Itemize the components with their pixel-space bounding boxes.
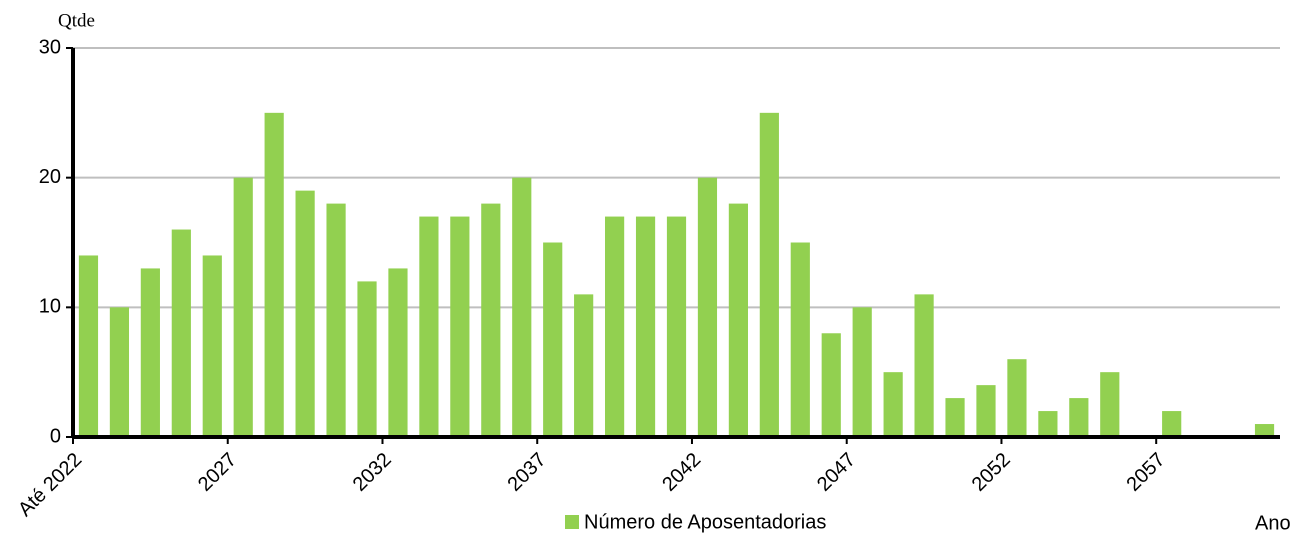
bar (945, 398, 965, 437)
bar (914, 294, 934, 437)
x-tick-label: 2037 (503, 449, 550, 496)
bar (1038, 411, 1058, 437)
x-tick-label: 2047 (813, 449, 860, 496)
bar (512, 177, 532, 437)
bar (543, 242, 563, 437)
bar (326, 203, 346, 437)
bar (728, 203, 748, 437)
x-tick-label: 2027 (194, 449, 241, 496)
bar (388, 268, 408, 437)
bar (759, 112, 779, 437)
bar (264, 112, 284, 437)
bar (821, 333, 841, 437)
bar (140, 268, 160, 437)
bar (1007, 359, 1027, 437)
x-axis-label: Ano (1255, 512, 1291, 534)
x-tick-label: 2057 (1122, 449, 1169, 496)
bar (450, 216, 470, 437)
bar (233, 177, 253, 437)
bar (697, 177, 718, 437)
legend-swatch (565, 515, 579, 529)
bar (1162, 411, 1182, 437)
x-tick-label: 2052 (968, 449, 1015, 496)
bar (1100, 372, 1120, 437)
bar (605, 216, 625, 437)
bar (171, 229, 191, 437)
bar (574, 294, 594, 437)
bar (1254, 424, 1275, 437)
bar (635, 216, 656, 437)
y-tick-label: 10 (39, 296, 61, 318)
y-tick-label: 0 (50, 425, 61, 447)
bar (790, 242, 810, 437)
bar (883, 372, 903, 437)
bar (1069, 398, 1089, 437)
bar (295, 190, 315, 437)
bar (357, 281, 377, 437)
bar (202, 255, 222, 437)
bar (109, 307, 130, 437)
x-tick-label: 2042 (658, 449, 705, 496)
bar (666, 216, 687, 437)
bar (481, 203, 501, 437)
bar (78, 255, 99, 437)
bar (976, 385, 996, 437)
y-tick-label: 20 (39, 166, 61, 188)
x-tick-label: Até 2022 (14, 449, 86, 521)
y-tick-label: 30 (39, 36, 61, 58)
x-tick-label: 2032 (349, 449, 396, 496)
bar (419, 216, 439, 437)
bar (852, 307, 872, 437)
y-axis-label: Qtde (58, 10, 95, 31)
legend-label: Número de Aposentadorias (584, 511, 826, 533)
